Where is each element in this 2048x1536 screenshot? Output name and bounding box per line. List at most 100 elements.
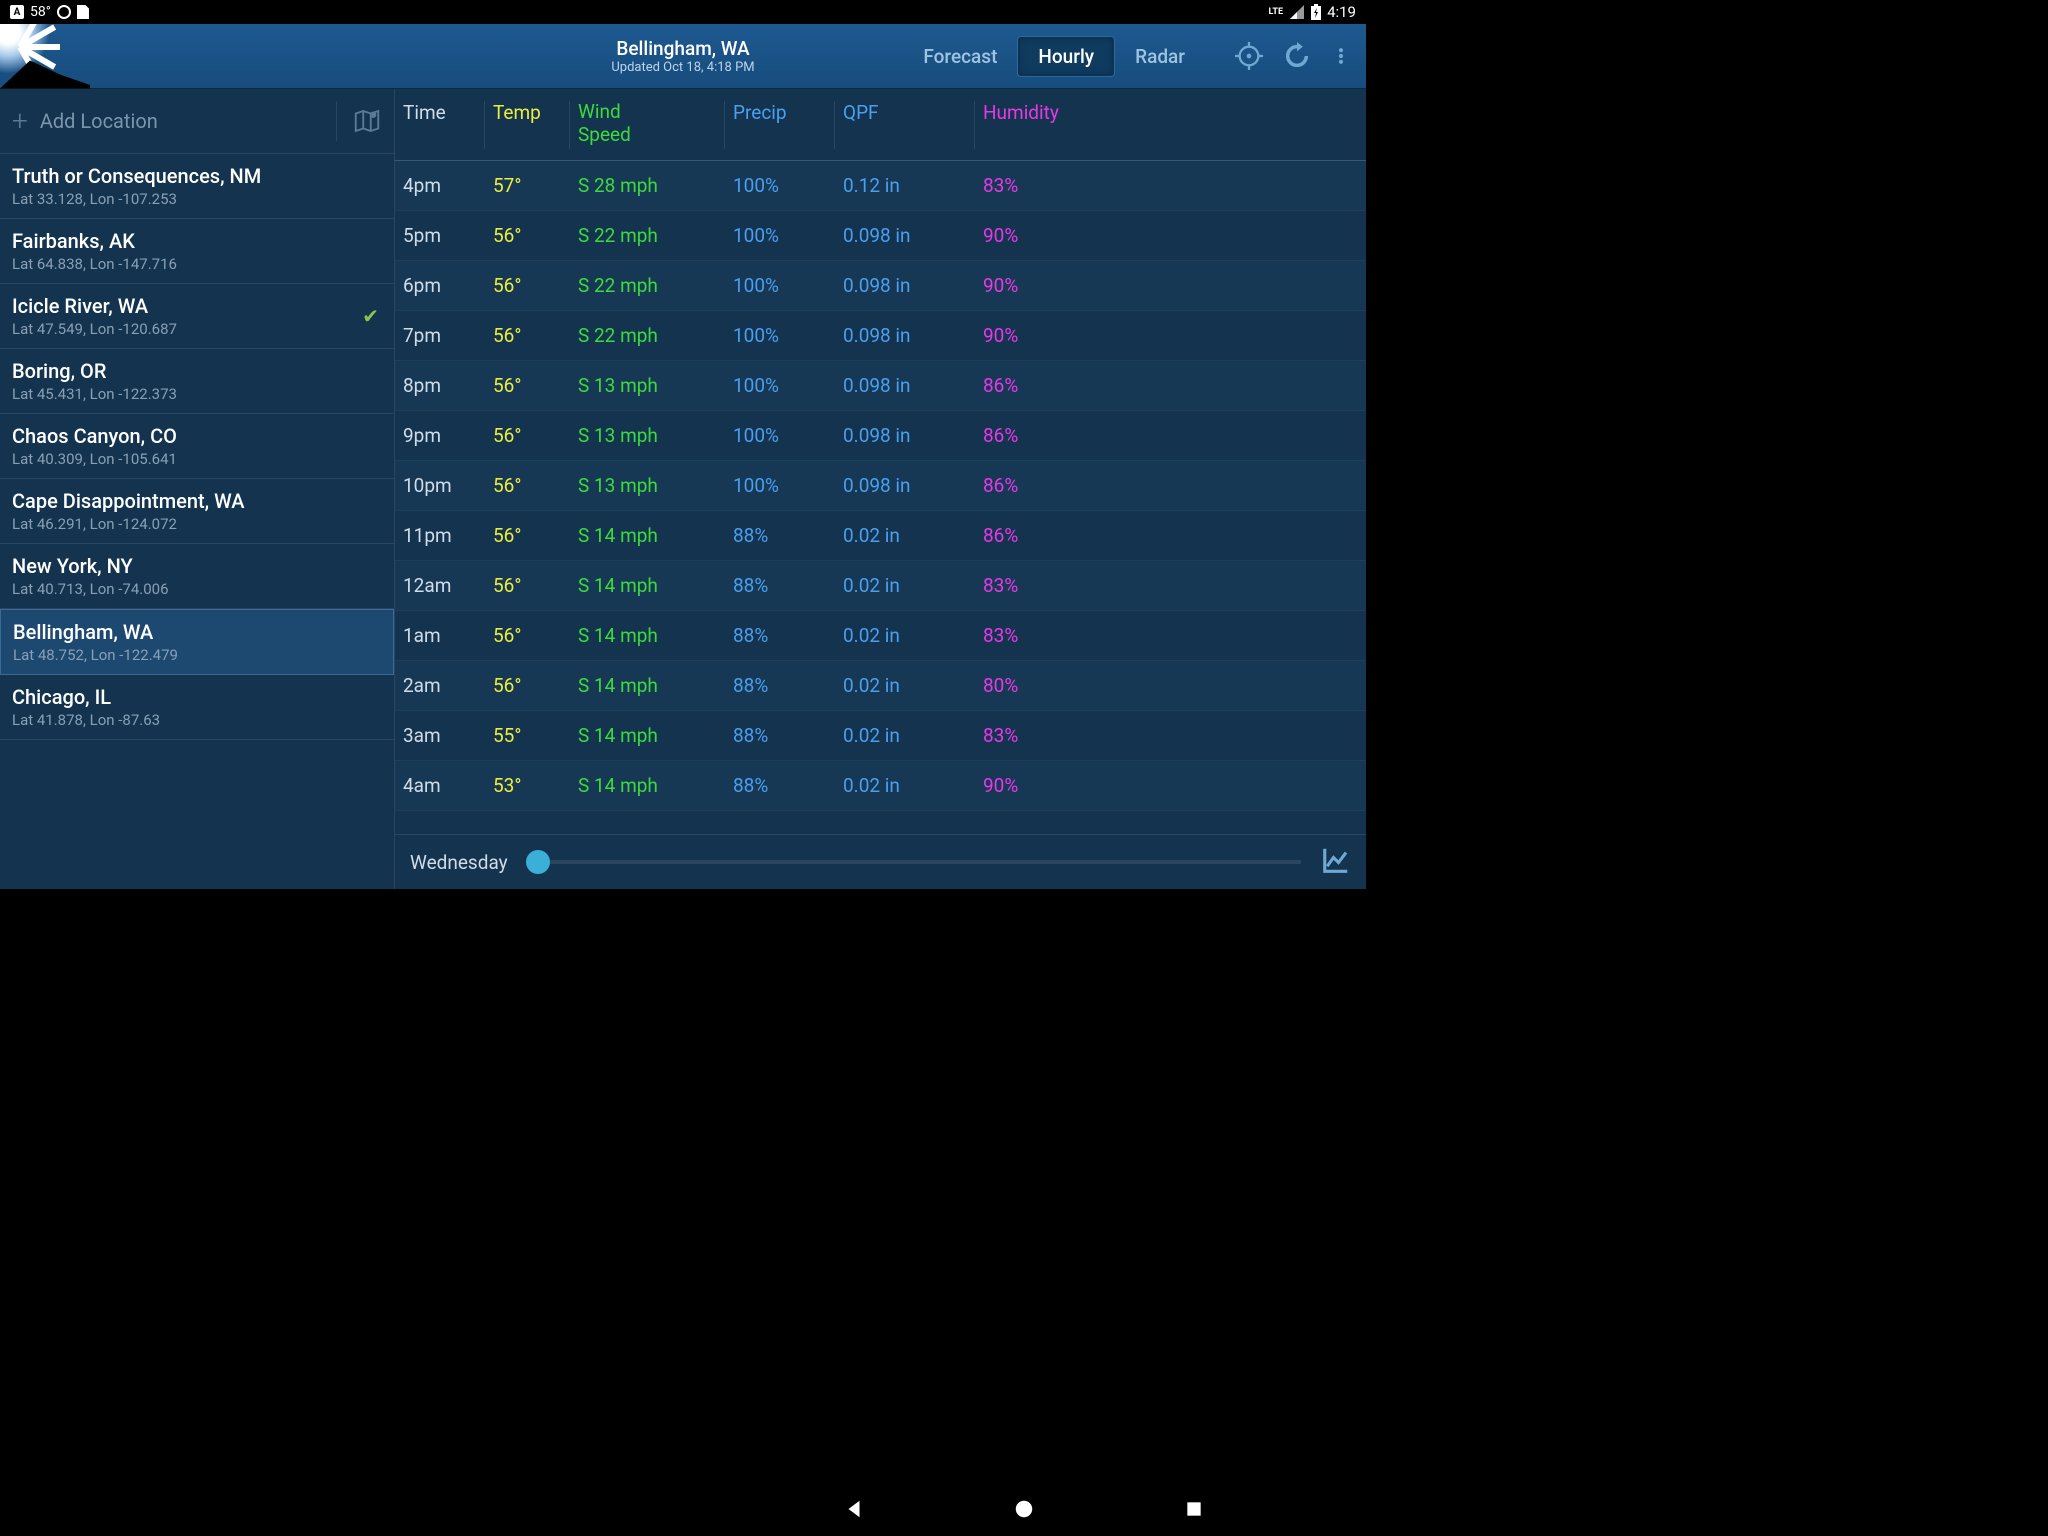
cell-wind: S 13 mph [570, 374, 725, 397]
battery-charging-icon [1311, 4, 1321, 20]
add-location-button[interactable]: + Add Location [0, 89, 394, 154]
cell-wind: S 14 mph [570, 774, 725, 797]
hourly-row[interactable]: 1am56°S 14 mph88%0.02 in83% [395, 611, 1366, 661]
android-nav-bar [0, 1481, 2048, 1536]
app-header: Bellingham, WA Updated Oct 18, 4:18 PM F… [0, 24, 1366, 89]
cell-qpf: 0.098 in [835, 274, 975, 297]
nav-back-button[interactable] [839, 1494, 869, 1524]
cell-precip: 100% [725, 474, 835, 497]
cell-precip: 100% [725, 224, 835, 247]
cell-qpf: 0.02 in [835, 524, 975, 547]
app-logo[interactable] [0, 24, 90, 89]
status-temp: 58° [30, 4, 51, 20]
nav-recent-button[interactable] [1179, 1494, 1209, 1524]
cell-humidity: 83% [975, 174, 1115, 197]
cell-wind: S 22 mph [570, 274, 725, 297]
col-header-humidity[interactable]: Humidity [975, 101, 1115, 149]
tab-hourly[interactable]: Hourly [1017, 36, 1115, 77]
location-item[interactable]: Truth or Consequences, NM Lat 33.128, Lon… [0, 154, 394, 219]
cell-wind: S 13 mph [570, 424, 725, 447]
location-name: Bellingham, WA [13, 620, 381, 644]
hourly-row[interactable]: 9pm56°S 13 mph100%0.098 in86% [395, 411, 1366, 461]
header-location-title[interactable]: Bellingham, WA Updated Oct 18, 4:18 PM [611, 37, 754, 75]
cell-wind: S 22 mph [570, 224, 725, 247]
chart-toggle-icon[interactable] [1321, 845, 1351, 879]
cell-humidity: 90% [975, 224, 1115, 247]
col-header-qpf[interactable]: QPF [835, 101, 975, 149]
cell-precip: 88% [725, 674, 835, 697]
cell-temp: 56° [485, 474, 570, 497]
cell-qpf: 0.02 in [835, 674, 975, 697]
cell-wind: S 14 mph [570, 574, 725, 597]
cell-time: 7pm [395, 324, 485, 347]
cell-qpf: 0.02 in [835, 624, 975, 647]
cell-temp: 57° [485, 174, 570, 197]
location-item[interactable]: New York, NYLat 40.713, Lon -74.006 [0, 544, 394, 609]
cell-humidity: 86% [975, 524, 1115, 547]
col-header-temp[interactable]: Temp [485, 101, 570, 149]
location-item[interactable]: Chaos Canyon, CO Lat 40.309, Lon -105.641 [0, 414, 394, 479]
hourly-row[interactable]: 4am53°S 14 mph88%0.02 in90% [395, 761, 1366, 811]
tab-forecast[interactable]: Forecast [903, 37, 1017, 76]
app-badge-icon: A [10, 5, 24, 19]
cell-humidity: 83% [975, 624, 1115, 647]
cell-precip: 100% [725, 174, 835, 197]
location-name: Boring, OR [12, 359, 382, 383]
hourly-row[interactable]: 11pm56°S 14 mph88%0.02 in86% [395, 511, 1366, 561]
hourly-row[interactable]: 2am56°S 14 mph88%0.02 in80% [395, 661, 1366, 711]
location-item[interactable]: Boring, ORLat 45.431, Lon -122.373 [0, 349, 394, 414]
cell-precip: 88% [725, 624, 835, 647]
cell-precip: 100% [725, 274, 835, 297]
cell-humidity: 83% [975, 724, 1115, 747]
location-coords: Lat 40.309, Lon -105.641 [12, 450, 382, 468]
location-item[interactable]: Bellingham, WALat 48.752, Lon -122.479 [0, 609, 394, 675]
day-slider[interactable] [528, 860, 1301, 864]
hourly-row[interactable]: 3am55°S 14 mph88%0.02 in83% [395, 711, 1366, 761]
location-coords: Lat 46.291, Lon -124.072 [12, 515, 382, 533]
cell-qpf: 0.02 in [835, 724, 975, 747]
cell-humidity: 86% [975, 424, 1115, 447]
hourly-row[interactable]: 7pm56°S 22 mph100%0.098 in90% [395, 311, 1366, 361]
location-name: Icicle River, WA [12, 294, 382, 318]
cell-time: 10pm [395, 474, 485, 497]
hourly-table-header: Time Temp Wind Speed Precip QPF Humidity [395, 89, 1366, 161]
cell-humidity: 83% [975, 574, 1115, 597]
add-location-label: Add Location [40, 109, 336, 133]
hourly-row[interactable]: 8pm56°S 13 mph100%0.098 in86% [395, 361, 1366, 411]
menu-overflow-icon[interactable] [1331, 42, 1351, 70]
cell-temp: 56° [485, 524, 570, 547]
plus-icon: + [12, 107, 28, 135]
cell-temp: 56° [485, 374, 570, 397]
hourly-row[interactable]: 5pm56°S 22 mph100%0.098 in90% [395, 211, 1366, 261]
map-icon[interactable] [336, 101, 382, 141]
col-header-precip[interactable]: Precip [725, 101, 835, 149]
hourly-row[interactable]: 6pm56°S 22 mph100%0.098 in90% [395, 261, 1366, 311]
slider-thumb[interactable] [526, 850, 550, 874]
sd-card-icon [77, 5, 89, 19]
col-header-wind[interactable]: Wind Speed [570, 101, 725, 149]
location-name: Chaos Canyon, CO [12, 424, 382, 448]
location-item[interactable]: Icicle River, WALat 47.549, Lon -120.687… [0, 284, 394, 349]
cell-humidity: 86% [975, 474, 1115, 497]
location-item[interactable]: Cape Disappointment, WALat 46.291, Lon -… [0, 479, 394, 544]
location-item[interactable]: Chicago, ILLat 41.878, Lon -87.63 [0, 675, 394, 740]
location-coords: Lat 33.128, Lon -107.253 [12, 190, 382, 208]
cell-time: 9pm [395, 424, 485, 447]
hourly-row[interactable]: 12am56°S 14 mph88%0.02 in83% [395, 561, 1366, 611]
day-slider-bar: Wednesday [395, 834, 1366, 889]
cell-time: 1am [395, 624, 485, 647]
status-time: 4:19 [1327, 3, 1356, 21]
cell-temp: 56° [485, 324, 570, 347]
hourly-row[interactable]: 4pm57°S 28 mph100%0.12 in83% [395, 161, 1366, 211]
location-name: Truth or Consequences, NM [12, 164, 382, 188]
nav-home-button[interactable] [1009, 1494, 1039, 1524]
tab-radar[interactable]: Radar [1115, 37, 1205, 76]
col-header-time[interactable]: Time [395, 101, 485, 149]
locate-icon[interactable] [1235, 42, 1263, 70]
location-item[interactable]: Fairbanks, AKLat 64.838, Lon -147.716 [0, 219, 394, 284]
hourly-row[interactable]: 10pm56°S 13 mph100%0.098 in86% [395, 461, 1366, 511]
hourly-table-body[interactable]: 4pm57°S 28 mph100%0.12 in83%5pm56°S 22 m… [395, 161, 1366, 834]
cell-humidity: 80% [975, 674, 1115, 697]
cell-humidity: 90% [975, 774, 1115, 797]
refresh-icon[interactable] [1283, 42, 1311, 70]
